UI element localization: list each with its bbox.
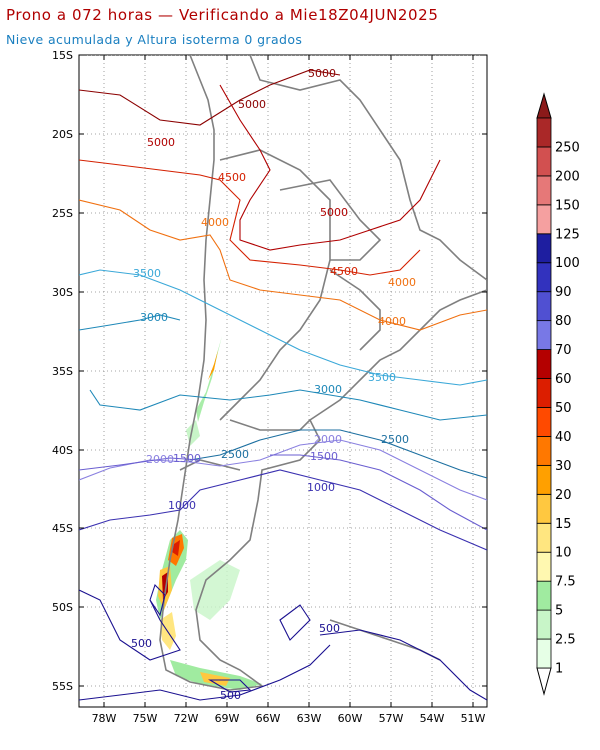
colorbar-label: 125 — [555, 227, 580, 242]
contour-label: 2500 — [381, 433, 409, 446]
contour-label: 1500 — [310, 450, 338, 463]
colorbar-label: 90 — [555, 285, 572, 300]
colorbar-swatch — [536, 204, 552, 235]
colorbar-label: 30 — [555, 459, 572, 474]
colorbar-label: 1 — [555, 662, 563, 677]
lon-label: 54W — [420, 712, 445, 725]
colorbar-label: 150 — [555, 198, 580, 213]
colorbar-swatch — [536, 464, 552, 495]
colorbar-swatch — [536, 493, 552, 524]
colorbar-swatch — [536, 146, 552, 177]
lon-label: 60W — [338, 712, 363, 725]
lon-label: 69W — [215, 712, 240, 725]
colorbar-swatch — [536, 291, 552, 322]
colorbar-label: 70 — [555, 343, 572, 358]
contour-label: 2000 — [314, 433, 342, 446]
axis-ticks — [79, 54, 487, 707]
lat-label: 40S — [52, 444, 73, 457]
map-frame — [78, 54, 488, 708]
lat-label: 55S — [52, 680, 73, 693]
map-title: Prono a 072 horas — Verificando a Mie18Z… — [6, 6, 439, 24]
colorbar-swatch — [536, 378, 552, 408]
graticule — [79, 55, 487, 707]
colorbar-label: 2.5 — [555, 633, 576, 648]
contour-label: 5000 — [238, 98, 266, 111]
colorbar: 1 2.5 5 7.5 10 15 20 30 40 50 60 70 80 90 100 125 150 200… — [536, 92, 580, 696]
contour-label: 4000 — [388, 276, 416, 289]
contour-label: 5000 — [308, 67, 336, 80]
colorbar-label: 250 — [555, 140, 580, 155]
lat-label: 30S — [52, 286, 73, 299]
colorbar-label: 50 — [555, 401, 572, 416]
contour-label: 1000 — [168, 499, 196, 512]
colorbar-max-arrow — [536, 92, 552, 119]
contour-label: 5000 — [147, 136, 175, 149]
lon-label: 66W — [256, 712, 281, 725]
colorbar-swatch — [536, 436, 552, 466]
colorbar-swatch — [536, 522, 552, 553]
contour-labels: 5000 5000 5000 5000 4500 4500 4000 4000 … — [131, 67, 416, 702]
map-subtitle: Nieve acumulada y Altura isoterma 0 grad… — [6, 32, 303, 47]
colorbar-label: 60 — [555, 372, 572, 387]
colorbar-label: 100 — [555, 256, 580, 271]
lat-label: 45S — [52, 522, 73, 535]
contour-label: 500 — [220, 689, 241, 702]
colorbar-swatch — [536, 233, 552, 264]
contour-label: 3000 — [314, 383, 342, 396]
contour-label: 4000 — [378, 315, 406, 328]
colorbar-label: 7.5 — [555, 575, 576, 590]
colorbar-label: 10 — [555, 546, 572, 561]
colorbar-swatch — [536, 551, 552, 582]
colorbar-swatch — [536, 320, 552, 350]
colorbar-label: 40 — [555, 430, 572, 445]
contour-label: 500 — [319, 622, 340, 635]
contour-label: 1500 — [173, 452, 201, 465]
colorbar-label: 15 — [555, 517, 572, 532]
colorbar-swatch — [536, 349, 552, 379]
lat-label: 25S — [52, 207, 73, 220]
lon-label: 63W — [297, 712, 322, 725]
colorbar-label: 20 — [555, 488, 572, 503]
contour-label: 3500 — [368, 371, 396, 384]
colorbar-min-arrow — [536, 667, 552, 696]
contour-label: 4000 — [201, 216, 229, 229]
contour-label: 3000 — [140, 311, 168, 324]
lon-label: 57W — [379, 712, 404, 725]
colorbar-swatch — [536, 609, 552, 640]
colorbar-label: 80 — [555, 314, 572, 329]
contour-label: 4500 — [218, 171, 246, 184]
contour-label: 2000 — [146, 453, 174, 466]
contour-label: 500 — [131, 637, 152, 650]
colorbar-swatch — [536, 117, 552, 148]
colorbar-swatch — [536, 175, 552, 206]
colorbar-swatch — [536, 262, 552, 293]
map-area: 5000 5000 5000 5000 4500 4500 4000 4000 … — [79, 55, 487, 707]
isotherm-contours — [79, 69, 487, 701]
colorbar-label: 200 — [555, 169, 580, 184]
colorbar-swatch — [536, 580, 552, 611]
colorbar-label: 5 — [555, 604, 563, 619]
contour-label: 1000 — [307, 481, 335, 494]
lat-label: 35S — [52, 365, 73, 378]
lat-label: 20S — [52, 128, 73, 141]
colorbar-swatch — [536, 638, 552, 669]
contour-label: 2500 — [221, 448, 249, 461]
contour-label: 4500 — [330, 265, 358, 278]
lon-label: 78W — [92, 712, 117, 725]
lat-label: 15S — [52, 49, 73, 62]
contour-label: 5000 — [320, 206, 348, 219]
lon-label: 51W — [461, 712, 486, 725]
lon-label: 72W — [174, 712, 199, 725]
latitude-labels: 15S 20S 25S 30S 35S 40S 45S 50S 55S — [52, 49, 73, 693]
lon-label: 75W — [133, 712, 158, 725]
colorbar-swatch — [536, 407, 552, 437]
contour-label: 3500 — [133, 267, 161, 280]
lat-label: 50S — [52, 601, 73, 614]
longitude-labels: 78W 75W 72W 69W 66W 63W 60W 57W 54W 51W — [92, 712, 486, 725]
